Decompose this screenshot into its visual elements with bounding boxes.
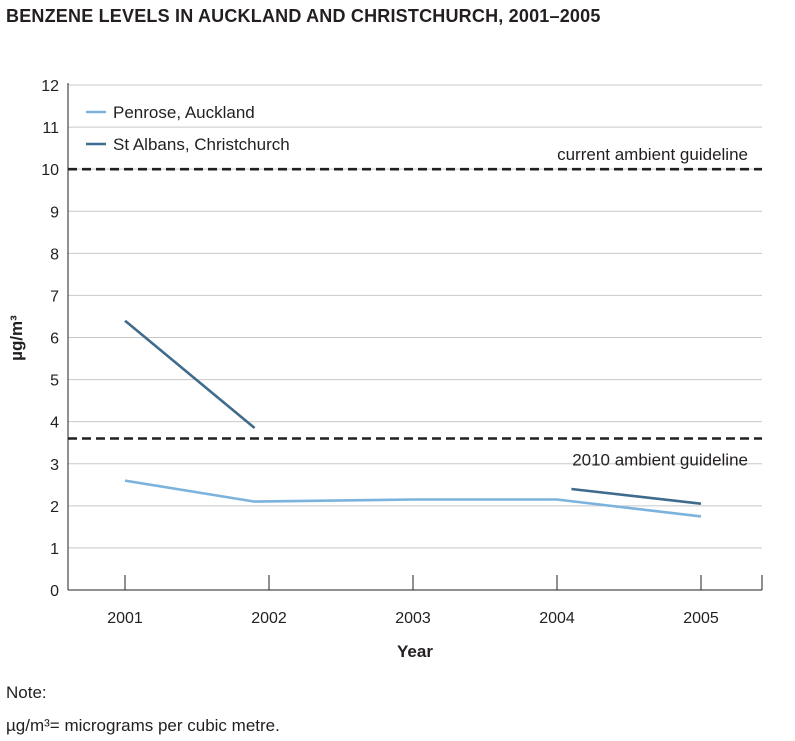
guideline-label: 2010 ambient guideline	[572, 451, 748, 470]
y-tick-label: 7	[50, 288, 59, 305]
y-tick-label: 9	[50, 204, 59, 221]
y-tick-label: 12	[41, 78, 59, 95]
y-tick-label: 8	[50, 246, 59, 263]
y-tick-label: 5	[50, 373, 59, 390]
y-tick-label: 3	[50, 457, 59, 474]
y-tick-label: 10	[41, 162, 59, 179]
series-line-st-albans-christchurch	[124, 319, 256, 430]
legend: Penrose, Auckland St Albans, Christchurch	[86, 103, 290, 154]
series-layer	[124, 319, 702, 518]
grid-layer	[68, 84, 762, 549]
y-tick-label: 0	[50, 583, 59, 600]
guideline-layer: current ambient guideline 2010 ambient gu…	[68, 145, 762, 470]
x-tick-label: 2002	[251, 610, 287, 627]
y-axis-title: µg/m³	[7, 315, 26, 361]
x-axis-title: Year	[397, 642, 433, 661]
series-line-st-albans-christchurch	[571, 487, 702, 505]
y-tick-label: 2	[50, 499, 59, 516]
y-tick-label: 1	[50, 541, 59, 558]
chart: current ambient guideline 2010 ambient gu…	[7, 78, 763, 661]
legend-label: St Albans, Christchurch	[113, 135, 290, 154]
x-tick-label: 2005	[683, 610, 719, 627]
guideline-label: current ambient guideline	[557, 145, 748, 164]
x-tick-label: 2001	[107, 610, 143, 627]
y-tick-label: 6	[50, 331, 59, 348]
y-tick-label: 4	[50, 415, 59, 432]
x-tick-label: 2004	[539, 610, 575, 627]
chart-title: BENZENE LEVELS IN AUCKLAND AND CHRISTCHU…	[6, 6, 601, 26]
series-line-penrose-auckland	[124, 479, 702, 518]
note-label: Note:	[6, 683, 47, 702]
note-text: µg/m³= micrograms per cubic metre.	[6, 716, 280, 735]
legend-label: Penrose, Auckland	[113, 103, 255, 122]
y-tick-label: 11	[42, 120, 59, 137]
x-tick-label: 2003	[395, 610, 431, 627]
